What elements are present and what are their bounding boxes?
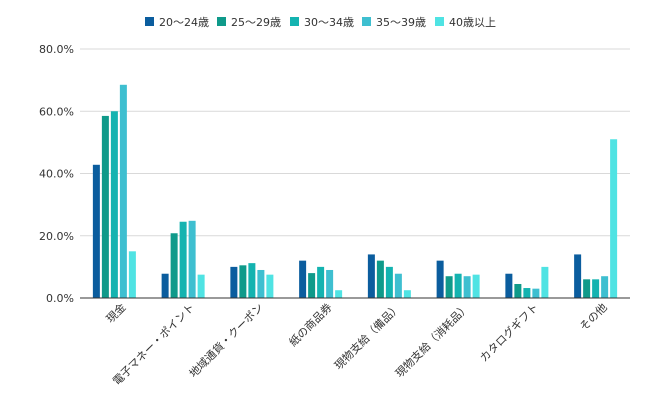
y-tick-label: 60.0% [39, 105, 74, 118]
x-category-label: カタログギフト [477, 300, 541, 364]
bar-2-1 [101, 115, 109, 298]
bar-5-3 [266, 274, 274, 298]
x-category-label: その他 [577, 301, 610, 334]
bar-4-8 [601, 276, 609, 298]
legend-label: 20〜24歳 [159, 16, 209, 29]
bar-4-7 [532, 288, 540, 298]
bar-4-6 [463, 276, 471, 298]
legend-label: 30〜34歳 [304, 16, 354, 29]
legend: 20〜24歳 25〜29歳 30〜34歳 35〜39歳 40歳以上 [145, 16, 496, 29]
y-tick-label: 80.0% [39, 43, 74, 56]
legend-label: 35〜39歳 [376, 16, 426, 29]
bar-3-4 [317, 266, 325, 298]
bar-3-8 [592, 279, 600, 298]
bar-2-5 [376, 260, 384, 298]
bar-3-1 [110, 111, 118, 298]
bar-1-3 [230, 266, 238, 298]
bar-5-1 [128, 251, 136, 298]
bar-5-5 [403, 290, 411, 298]
bar-5-7 [541, 266, 549, 298]
x-category-label: 地域通貨・クーポン [186, 300, 266, 380]
bar-3-5 [385, 266, 393, 298]
bar-1-5 [367, 254, 375, 298]
bar-1-6 [436, 260, 444, 298]
bar-2-6 [445, 276, 453, 298]
bar-4-3 [257, 269, 265, 298]
y-tick-label: 0.0% [46, 292, 74, 305]
bar-2-3 [239, 265, 247, 298]
bar-1-1 [92, 164, 100, 298]
bar-1-2 [161, 273, 169, 298]
bar-4-2 [188, 220, 196, 298]
bar-3-3 [248, 263, 256, 298]
bar-1-7 [505, 273, 513, 298]
bar-1-8 [574, 254, 582, 298]
legend-label: 40歳以上 [449, 16, 496, 29]
legend-label: 25〜29歳 [231, 16, 281, 29]
legend-swatch [145, 17, 154, 26]
legend-swatch [362, 17, 371, 26]
x-category-label: 現物支給（消耗品） [392, 300, 472, 380]
legend-swatch [290, 17, 299, 26]
bar-5-6 [472, 274, 480, 298]
bar-5-2 [197, 274, 205, 298]
bar-3-2 [179, 221, 187, 298]
y-axis-tick-labels: 0.0% 20.0% 40.0% 60.0% 80.0% [39, 43, 74, 305]
bar-5-4 [335, 290, 343, 298]
y-tick-label: 20.0% [39, 230, 74, 243]
bar-2-4 [308, 273, 316, 298]
bar-2-8 [583, 279, 591, 298]
bars [92, 84, 618, 298]
y-tick-label: 40.0% [39, 168, 74, 181]
x-category-label: 現物支給（備品） [331, 300, 403, 372]
x-category-label: 紙の商品券 [286, 300, 335, 349]
legend-swatch [435, 17, 444, 26]
legend-swatch [217, 17, 226, 26]
bar-4-5 [394, 273, 402, 298]
bar-2-2 [170, 233, 178, 298]
gridlines [80, 48, 630, 237]
bar-3-7 [523, 288, 531, 298]
bar-4-4 [326, 269, 334, 298]
bar-2-7 [514, 283, 522, 298]
bar-3-6 [454, 273, 462, 298]
x-category-label: 現金 [103, 300, 128, 325]
bar-1-4 [299, 260, 307, 298]
bar-5-8 [610, 139, 618, 298]
bar-4-1 [119, 84, 127, 298]
